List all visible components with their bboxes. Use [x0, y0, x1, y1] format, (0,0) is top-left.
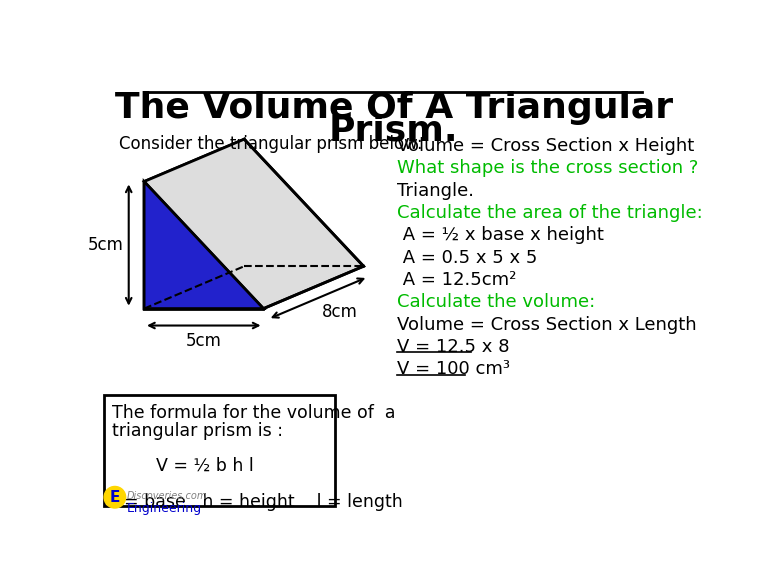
Text: Engineering: Engineering [127, 502, 202, 515]
Text: The Volume Of A Triangular: The Volume Of A Triangular [114, 90, 673, 124]
FancyBboxPatch shape [104, 395, 335, 506]
Text: Consider the triangular prism below:: Consider the triangular prism below: [120, 135, 423, 153]
Text: A = ½ x base x height: A = ½ x base x height [397, 226, 604, 244]
Polygon shape [144, 139, 363, 309]
Text: Volume = Cross Section x Height: Volume = Cross Section x Height [397, 137, 694, 155]
Text: Volume = Cross Section x Length: Volume = Cross Section x Length [397, 316, 697, 334]
Text: V = ½ b h l: V = ½ b h l [112, 457, 253, 475]
Text: 5cm: 5cm [88, 236, 124, 254]
Text: Calculate the area of the triangle:: Calculate the area of the triangle: [397, 204, 703, 222]
Text: Prism.: Prism. [329, 114, 458, 148]
Text: V = 100 cm³: V = 100 cm³ [397, 360, 510, 378]
Text: The formula for the volume of  a: The formula for the volume of a [112, 404, 396, 422]
Circle shape [104, 487, 126, 508]
Text: E: E [110, 490, 120, 505]
Text: 5cm: 5cm [186, 332, 222, 350]
Polygon shape [144, 181, 263, 309]
Text: 8cm: 8cm [322, 302, 358, 321]
Text: triangular prism is :: triangular prism is : [112, 422, 283, 440]
Text: A = 0.5 x 5 x 5: A = 0.5 x 5 x 5 [397, 248, 537, 267]
Text: Calculate the volume:: Calculate the volume: [397, 293, 595, 311]
Polygon shape [144, 139, 244, 309]
Text: What shape is the cross section ?: What shape is the cross section ? [397, 159, 698, 177]
Text: B= base   h = height    l = length: B= base h = height l = length [112, 492, 402, 510]
Text: V = 12.5 x 8: V = 12.5 x 8 [397, 338, 509, 356]
Text: A = 12.5cm²: A = 12.5cm² [397, 271, 516, 289]
Text: Discoveries.com: Discoveries.com [127, 491, 207, 501]
Text: Triangle.: Triangle. [397, 181, 474, 199]
